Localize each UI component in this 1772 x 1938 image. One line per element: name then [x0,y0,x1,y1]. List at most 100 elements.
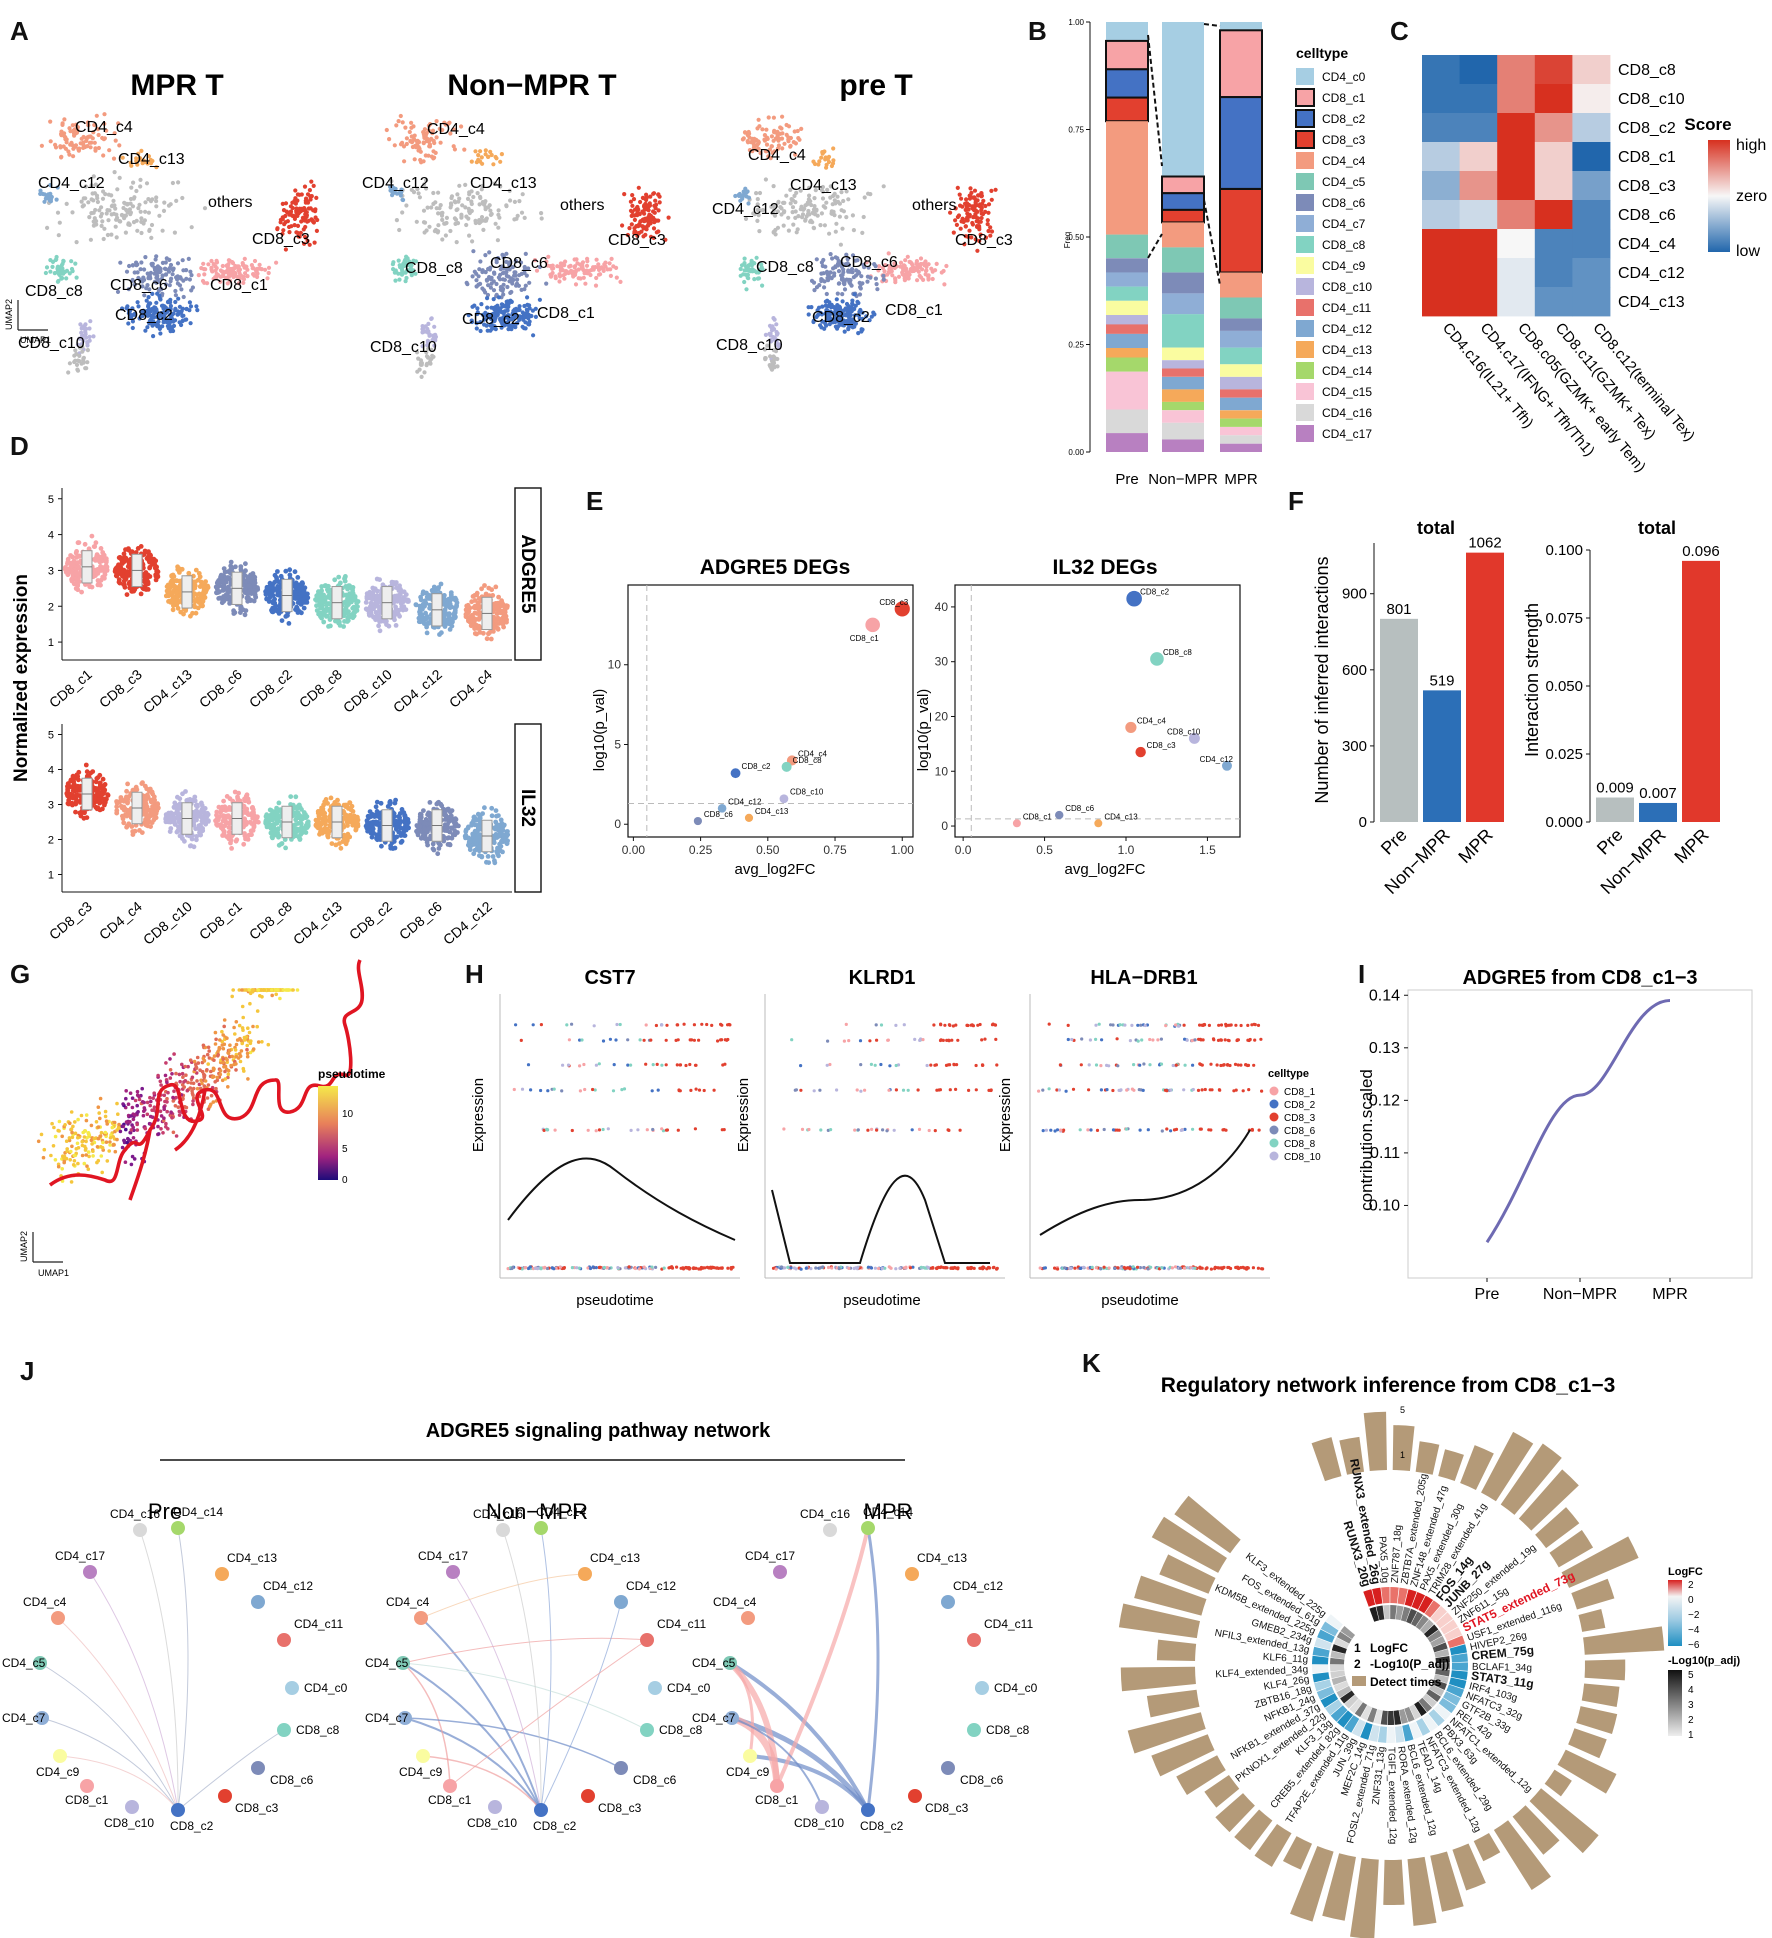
umap-point-cd8-c1 [923,272,928,277]
umap-point-others [79,199,84,204]
freq-tick-label: 1.00 [1068,18,1084,27]
umap-point-cd8-c1 [574,257,579,262]
umap-point-cd8-c1 [202,272,207,277]
umap-point-cd4-c4 [59,155,64,160]
umap-point-others [106,218,111,223]
umap-point-cd8-c2 [806,312,811,317]
umap-point-cd8-c8 [756,276,762,281]
violin-point [427,605,432,611]
umap-label-cd8-c10: CD8_c10 [716,337,783,354]
violin-tick-label: 2 [48,601,54,613]
umap-point-cd8-c3 [296,234,301,239]
violin-point [243,561,248,567]
violin-point [300,591,306,596]
umap-point-cd8-c3 [972,188,978,193]
umap-point-others [819,211,825,216]
freq-segment-cd4-c17 [1162,439,1204,452]
umap-point-cd8-c1 [244,264,249,269]
umap-point-cd8-c2 [485,296,490,301]
violin-point [442,593,447,598]
umap-point-cd8-c6 [143,255,148,260]
umap-point-cd8-c2 [842,329,847,334]
umap-point-cd8-c3 [963,201,968,206]
violin-point [399,604,405,610]
violin-point [138,591,144,597]
violin-point [114,800,120,806]
umap-point-cd8-c10 [87,338,92,343]
umap-label-others: others [208,194,252,211]
heatmap-cell [1497,142,1536,172]
umap-point-others [477,202,482,207]
umap-point-cd4-c12 [743,190,748,195]
umap-point-cd8-c1 [236,281,241,286]
umap-point-others [422,230,427,235]
umap-point-cd8-c1 [241,274,246,279]
violin-point [477,630,483,635]
umap-point-others [481,202,487,207]
umap-point-cd8-c8 [397,277,402,282]
violin-point [228,559,234,565]
umap-point-cd4-c12 [48,183,53,188]
umap-point-cd8-c1 [596,262,601,267]
umap-point-cd4-c4 [113,138,118,143]
umap-point-cd4-c4 [771,138,776,143]
violin-point [139,781,145,786]
umap-point-cd8-c6 [153,257,158,262]
umap-point-cd8-c8 [744,287,749,292]
umap-point-cd8-c10 [83,322,88,327]
umap-point-others [844,215,849,220]
umap-point-cd8-c6 [875,287,880,292]
umap-point-others [137,202,142,207]
umap-point-cd4-c13 [145,161,150,166]
violin-point [168,590,173,596]
umap-point-cd4-c4 [421,141,426,146]
umap-point-cd8-c2 [187,300,192,305]
umap-point-cd8-c3 [958,203,963,208]
umap-point-cd8-c1 [241,280,246,285]
freq-segment-cd4-c12 [1106,333,1148,349]
umap-point-cd4-c13 [148,161,154,166]
umap-point-cd8-c1 [223,270,228,275]
violin-point [389,579,395,585]
umap-point-cd8-c10 [78,322,83,327]
umap-point-cd8-c2 [537,297,543,302]
violin-point [227,588,233,593]
freq-segment-cd4-c9 [1106,300,1148,315]
umap-point-cd8-c6 [465,282,470,287]
umap-point-others [803,217,808,222]
heatmap-cell [1422,113,1460,143]
umap-point-cd8-c2 [129,315,134,320]
umap-point-cd4-c13 [498,159,503,164]
umap-point-cd8-c3 [657,200,662,205]
umap-point-cd4-c4 [791,140,796,145]
umap-point-others [45,225,50,230]
umap-point-cd8-c6 [145,283,150,288]
violin-point [328,623,333,629]
umap-point-others [83,184,88,189]
umap-point-others [860,230,865,235]
umap-point-cd8-c3 [283,201,289,206]
umap-point-others [495,238,500,243]
umap-point-others [83,366,88,371]
celltype-legend-label: CD4_c12 [1322,322,1372,336]
umap-point-others [455,221,461,226]
violin-point [345,596,350,601]
violin-point [242,612,248,618]
violin-point [151,794,157,800]
score-legend-bar [1708,140,1730,252]
umap-point-cd8-c2 [180,313,185,318]
violin-point [196,571,202,576]
umap-point-cd8-c6 [881,277,886,282]
umap-point-others [454,207,459,213]
umap-point-cd8-c1 [551,266,556,271]
umap-point-others [805,202,810,207]
umap-point-cd8-c1 [910,263,915,268]
umap-point-cd8-c6 [187,277,192,282]
umap-point-others [443,233,448,238]
umap-label-cd4-c4: CD4_c4 [75,119,133,136]
umap-point-cd8-c1 [274,260,279,265]
umap-point-others [143,200,148,205]
heatmap-cell [1497,84,1536,114]
umap-point-cd8-c6 [163,272,169,277]
